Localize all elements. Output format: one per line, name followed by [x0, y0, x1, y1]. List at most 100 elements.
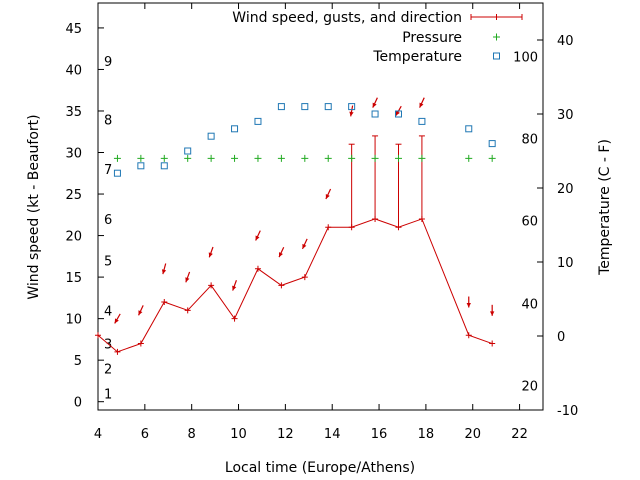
wind-speed-point: [95, 332, 101, 339]
temperature-point: [113, 169, 121, 177]
pressure-point: [418, 154, 426, 162]
legend-layer: Wind speed, gusts, and direction Pressur…: [232, 10, 523, 65]
beaufort-label: 9: [104, 55, 112, 70]
wind-direction-arrow: [419, 97, 425, 108]
y-left-tick-label: 45: [65, 22, 82, 37]
x-tick-label: 12: [277, 427, 294, 442]
x-tick-label: 6: [141, 427, 149, 442]
x-tick-label: 14: [324, 427, 341, 442]
pressure-point: [394, 154, 402, 162]
wind-direction-arrow: [301, 238, 308, 250]
y-right-tick-label: 40: [557, 34, 574, 49]
x-tick-label: 20: [464, 427, 481, 442]
legend-sample-pressure: [493, 33, 500, 41]
wind-speed-line: [97, 218, 493, 353]
y-left-tick-label: 40: [65, 63, 82, 78]
legend-sample-temperature: [493, 52, 500, 60]
wind-speed-point: [489, 340, 496, 347]
x-tick-label: 8: [188, 427, 196, 442]
y-axis-label-left: Wind speed (kt - Beaufort): [26, 114, 42, 299]
arrow-head: [185, 277, 190, 283]
beaufort-label: 5: [104, 254, 112, 269]
y-right-tick-label: 10: [557, 256, 574, 271]
pressure-point: [137, 154, 145, 162]
wind-speed-point: [301, 274, 308, 281]
pressure-point: [301, 154, 309, 162]
beaufort-label: 2: [104, 362, 112, 377]
y-left-tick-label: 35: [65, 105, 82, 120]
arrow-head: [395, 110, 400, 116]
wind-direction-arrow: [490, 304, 495, 316]
pressure-point: [231, 154, 239, 162]
arrow-head: [114, 318, 119, 324]
plot-frame: [97, 2, 544, 411]
beaufort-label: 8: [104, 113, 112, 128]
temperature-point: [207, 132, 215, 140]
y-left-tick-label: 0: [74, 396, 82, 411]
temperature-point: [348, 103, 356, 111]
arrow-head: [466, 303, 471, 308]
temperature-point: [137, 162, 145, 170]
x-tick-label: 16: [371, 427, 388, 442]
arrow-head: [232, 285, 237, 291]
beaufort-label: 1: [104, 387, 112, 402]
wind-direction-arrow: [232, 280, 237, 291]
x-tick-label: 22: [511, 427, 528, 442]
legend-label-wind: Wind speed, gusts, and direction: [232, 10, 462, 26]
temperature-point: [254, 117, 262, 125]
temperature-point: [418, 117, 426, 125]
beaufort-label: 7: [104, 163, 112, 178]
temperature-point: [160, 162, 168, 170]
arrow-head: [302, 243, 307, 249]
wind-speed-point: [137, 340, 144, 347]
pressure-point: [184, 154, 192, 162]
wind-speed-point: [184, 307, 191, 314]
wind-speed-point: [208, 282, 215, 289]
y-left-tick-label: 5: [74, 354, 82, 369]
fahrenheit-label: 100: [513, 50, 538, 65]
pressure-point: [160, 154, 168, 162]
beaufort-label: 6: [104, 213, 112, 228]
pressure-point: [465, 154, 473, 162]
temperature-point: [465, 125, 473, 133]
wind-speed-point: [325, 224, 332, 231]
wind-direction-arrow: [325, 188, 332, 200]
pressure-point: [113, 154, 121, 162]
wind-direction-arrow: [372, 97, 378, 108]
arrow-head: [208, 252, 213, 258]
wind-speed-point: [395, 224, 402, 231]
fahrenheit-label: 80: [521, 132, 538, 147]
pressure-point: [324, 154, 332, 162]
legend-label-temperature: Temperature: [372, 49, 462, 65]
arrow-head: [161, 269, 167, 275]
y-right-tick-label: 20: [557, 182, 574, 197]
temperature-point: [371, 110, 379, 118]
y-left-tick-label: 15: [65, 271, 82, 286]
temperature-point: [231, 125, 239, 133]
arrow-head: [255, 235, 260, 241]
fahrenheit-label: 20: [521, 380, 538, 395]
y-axis-label-right: Temperature (C - F): [597, 139, 613, 276]
wind-direction-arrow: [466, 296, 471, 308]
arrow-head: [419, 102, 424, 108]
wind-speed-point: [278, 282, 285, 289]
arrow-head: [325, 194, 330, 200]
arrow-head: [490, 311, 495, 316]
y-left-tick-label: 10: [65, 313, 82, 328]
series-layer: [95, 97, 496, 355]
wind-direction-arrow: [161, 263, 167, 275]
fahrenheit-label: 60: [521, 215, 538, 230]
y-left-tick-label: 20: [65, 230, 82, 245]
wind-speed-point: [161, 299, 168, 306]
wind-direction-arrow: [208, 246, 214, 258]
wind-speed-point: [114, 348, 121, 355]
temperature-point: [488, 140, 496, 148]
y-left-tick-label: 25: [65, 188, 82, 203]
y-left-tick-label: 30: [65, 147, 82, 162]
pressure-point: [254, 154, 262, 162]
wind-speed-point: [372, 215, 379, 222]
arrow-head: [138, 310, 143, 316]
wind-speed-point: [348, 224, 355, 231]
pressure-point: [277, 154, 285, 162]
temperature-point: [394, 110, 402, 118]
